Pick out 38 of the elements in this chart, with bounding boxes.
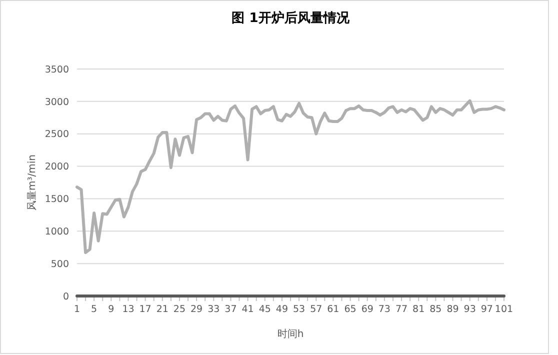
x-tick-label: 53	[292, 304, 306, 315]
x-tick-label: 17	[139, 304, 152, 315]
chart-title: 图 1开炉后风量情况	[232, 10, 350, 26]
y-tick-label: 500	[50, 258, 69, 270]
x-axis-title: 时间h	[277, 328, 304, 340]
x-tick-label: 1	[74, 304, 80, 315]
x-tick-label: 93	[464, 304, 476, 315]
x-tick-label: 41	[242, 304, 254, 315]
y-tick-label: 2000	[44, 162, 69, 173]
x-tick-label: 29	[190, 304, 203, 315]
x-tick-label: 33	[208, 304, 220, 315]
x-tick-label: 5	[91, 304, 98, 315]
x-tick-label: 61	[327, 304, 340, 315]
x-tick-label: 77	[395, 304, 408, 315]
y-tick-label: 0	[62, 291, 69, 302]
y-tick-label: 3000	[44, 96, 69, 108]
x-tick-label: 101	[494, 304, 514, 315]
x-tick-label: 65	[344, 304, 356, 315]
x-tick-label: 69	[361, 304, 374, 315]
line-series	[76, 99, 506, 254]
y-tick-label: 2500	[44, 129, 69, 140]
x-tick-label: 57	[310, 304, 322, 315]
x-tick-label: 85	[430, 304, 442, 315]
y-axis-title: 风量m³/min	[27, 154, 38, 210]
x-tick-label: 89	[446, 304, 459, 315]
y-tick-label: 3500	[44, 64, 69, 76]
y-tick-label: 1500	[44, 194, 69, 206]
x-tick-label: 37	[224, 304, 237, 315]
x-tick-label: 9	[108, 304, 114, 315]
x-tick-label: 97	[480, 304, 493, 315]
x-tick-label: 73	[378, 304, 390, 315]
x-tick-label: 45	[258, 304, 271, 315]
x-tick-label: 49	[276, 304, 288, 315]
y-tick-label: 1000	[44, 226, 69, 238]
x-tick-label: 25	[173, 304, 186, 315]
x-tick-label: 81	[412, 304, 425, 315]
x-tick-label: 13	[122, 304, 134, 315]
x-tick-label: 21	[156, 304, 168, 315]
